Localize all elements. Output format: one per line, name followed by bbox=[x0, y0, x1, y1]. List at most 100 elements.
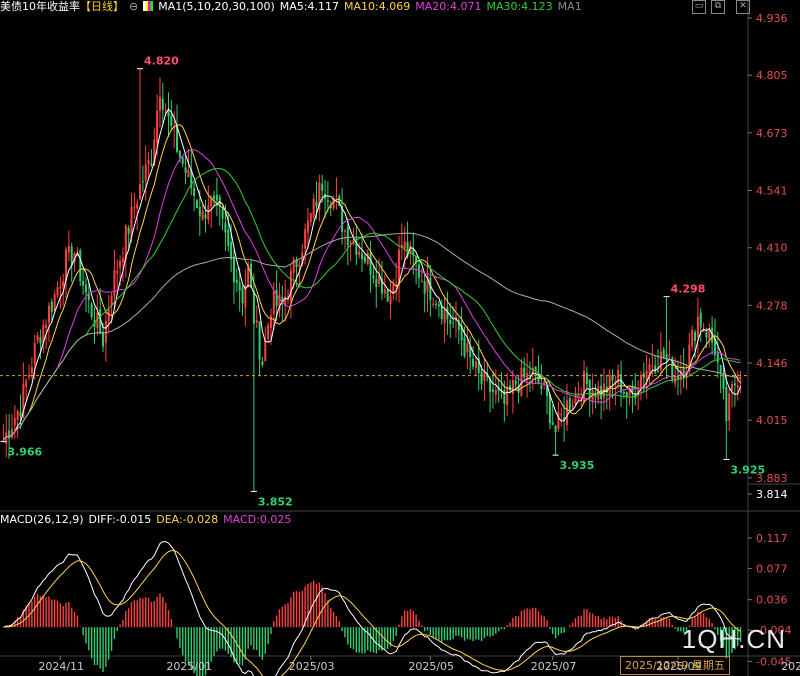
candle-body bbox=[688, 344, 691, 373]
candle-body bbox=[133, 207, 136, 209]
candle-body bbox=[392, 284, 395, 294]
candle-body bbox=[144, 164, 147, 181]
candle-body bbox=[42, 324, 45, 343]
candle-body bbox=[378, 275, 381, 284]
candle-body bbox=[423, 281, 426, 294]
watermark: 1QH.CN bbox=[681, 624, 786, 654]
candle-body bbox=[625, 391, 628, 398]
candle-body bbox=[247, 264, 250, 288]
candle-body bbox=[665, 353, 668, 360]
candle-body bbox=[65, 249, 68, 281]
candle-body bbox=[526, 373, 529, 380]
candle-body bbox=[332, 198, 335, 209]
candle-body bbox=[130, 206, 133, 238]
candle-body bbox=[213, 195, 216, 200]
ma-params: MA1(5,10,20,30,100) bbox=[158, 0, 275, 13]
candle-body bbox=[116, 270, 119, 274]
candle-body bbox=[386, 290, 389, 302]
price-tick-label: 4.278 bbox=[756, 299, 788, 312]
candle-body bbox=[472, 358, 475, 367]
candle-body bbox=[102, 331, 105, 347]
time-tick-label: 2025/09 bbox=[656, 660, 702, 673]
candle-body bbox=[79, 250, 82, 282]
candle-body bbox=[127, 227, 130, 234]
candle-body bbox=[158, 96, 161, 111]
diff-value: DIFF:-0.015 bbox=[88, 513, 152, 526]
candle-body bbox=[181, 157, 184, 164]
candle-body bbox=[557, 411, 560, 430]
candle-body bbox=[2, 440, 5, 442]
candle-body bbox=[87, 293, 90, 300]
candle-body bbox=[702, 330, 705, 333]
candle-body bbox=[221, 208, 224, 219]
candle-body bbox=[548, 393, 551, 424]
candle-body bbox=[355, 238, 358, 255]
candle-body bbox=[503, 390, 506, 404]
candle-body bbox=[53, 294, 56, 312]
candle-body bbox=[301, 252, 304, 265]
candle-body bbox=[150, 163, 153, 166]
candle-body bbox=[648, 364, 651, 374]
ma1-value: MA1 bbox=[557, 0, 582, 13]
candle-body bbox=[119, 260, 122, 268]
candle-body bbox=[594, 394, 597, 398]
restore-icon[interactable]: ⧉ bbox=[711, 0, 725, 14]
price-tick-label: 4.673 bbox=[756, 127, 788, 140]
candle-body bbox=[369, 252, 372, 275]
candle-body bbox=[96, 312, 99, 329]
candle-body bbox=[22, 384, 25, 418]
candle-body bbox=[19, 411, 22, 416]
candle-body bbox=[722, 374, 725, 389]
candle-body bbox=[230, 241, 233, 260]
candle-body bbox=[361, 253, 364, 260]
candle-body bbox=[531, 367, 534, 375]
candle-body bbox=[426, 275, 429, 292]
candle-body bbox=[637, 389, 640, 395]
settings-icon[interactable]: ⊖ bbox=[129, 0, 139, 13]
candle-body bbox=[469, 345, 472, 358]
candle-body bbox=[491, 389, 494, 392]
candle-body bbox=[10, 429, 13, 438]
candle-body bbox=[309, 212, 312, 222]
candle-body bbox=[349, 242, 352, 244]
candle-body bbox=[321, 183, 324, 191]
candle-body bbox=[537, 373, 540, 384]
candle-body bbox=[366, 253, 369, 264]
ma100-line bbox=[3, 232, 741, 441]
close-icon[interactable]: ✕ bbox=[736, 0, 750, 14]
candle-body bbox=[67, 245, 70, 253]
candle-body bbox=[568, 398, 571, 410]
candle-body bbox=[284, 296, 287, 306]
candle-body bbox=[8, 430, 11, 439]
candle-body bbox=[563, 417, 566, 421]
macd-params: MACD(26,12,9) bbox=[0, 513, 84, 526]
time-tick-label: 2024/11 bbox=[38, 660, 84, 673]
period-label[interactable]: 【日线】 bbox=[80, 0, 124, 13]
candle-body bbox=[395, 282, 398, 284]
candle-body bbox=[435, 303, 438, 305]
maximize-icon[interactable]: ▭ bbox=[692, 0, 706, 14]
candle-body bbox=[184, 167, 187, 173]
ma30-value: MA30:4.123 bbox=[486, 0, 553, 13]
ma20-value: MA20:4.071 bbox=[415, 0, 482, 13]
date-badge: 2025/12/19 星期五 bbox=[620, 656, 730, 675]
candle-body bbox=[343, 230, 346, 232]
candle-body bbox=[705, 331, 708, 338]
candle-body bbox=[654, 365, 657, 373]
candle-body bbox=[474, 361, 477, 368]
candle-body bbox=[420, 280, 423, 283]
candle-body bbox=[30, 366, 33, 374]
candle-body bbox=[90, 303, 93, 318]
candle-body bbox=[113, 269, 116, 297]
candle-body bbox=[628, 390, 631, 396]
candle-body bbox=[731, 383, 734, 391]
candle-body bbox=[36, 335, 39, 342]
candle-body bbox=[506, 386, 509, 406]
candle-body bbox=[56, 287, 59, 296]
candle-body bbox=[315, 201, 318, 207]
candle-body bbox=[287, 296, 290, 299]
candle-body bbox=[415, 256, 418, 263]
candle-body bbox=[449, 319, 452, 325]
price-tick-label: 4.541 bbox=[756, 185, 788, 198]
candle-body bbox=[463, 337, 466, 356]
